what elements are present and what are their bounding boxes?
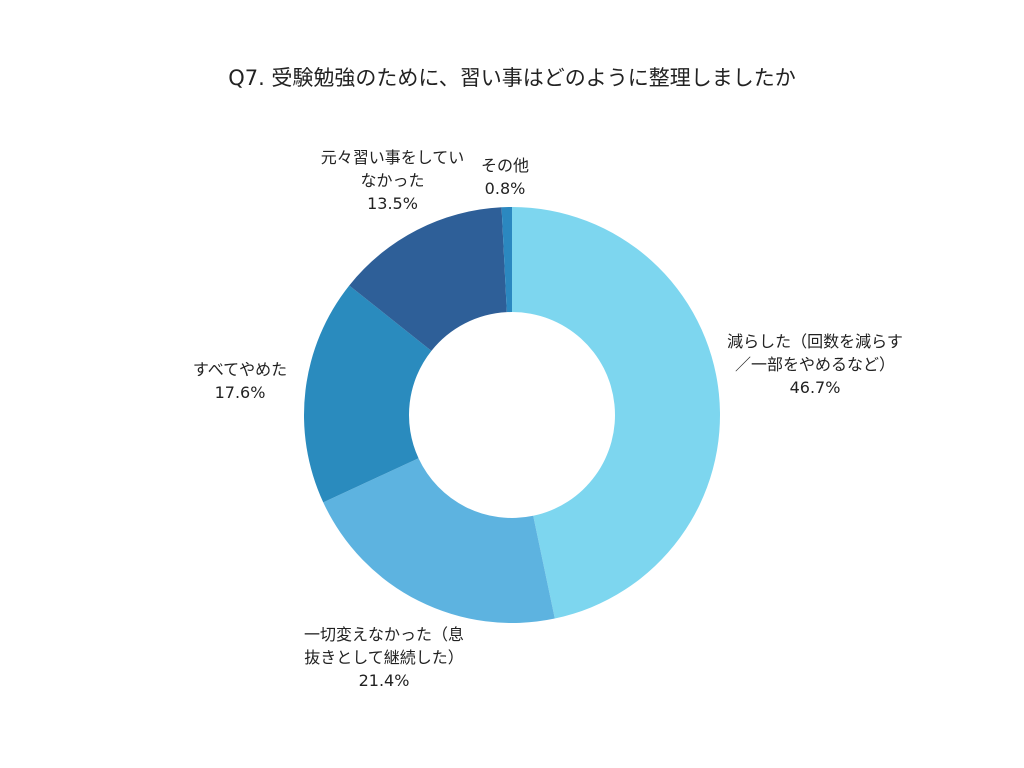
slice-label-3: 元々習い事をしていなかった 13.5% [320,148,465,213]
slice-label-4: その他 0.8% [480,156,529,198]
donut-slice-0 [512,207,720,619]
donut-slice-3 [349,207,507,351]
slice-label-1: 一切変えなかった（息抜きとして継続した） 21.4% [303,625,464,690]
donut-slice-2 [304,285,432,503]
donut-slice-4 [501,207,512,313]
chart-title: Q7. 受験勉強のために、習い事はどのように整理しましたか [228,66,796,90]
slice-label-2: すべてやめた 17.6% [192,360,288,402]
donut-slice-1 [323,458,555,623]
slice-label-0: 減らした（回数を減らす／一部をやめるなど） 46.7% [727,332,903,397]
